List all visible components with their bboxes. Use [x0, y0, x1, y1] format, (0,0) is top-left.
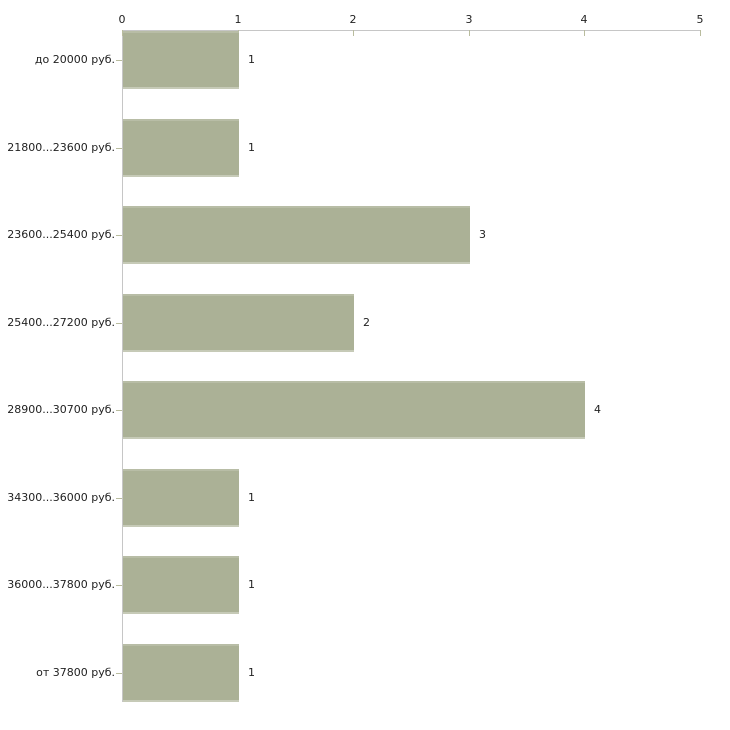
x-axis-tick: [122, 30, 123, 36]
x-axis-tick-label: 2: [349, 13, 357, 26]
y-axis-tick: [116, 60, 122, 61]
value-label: 1: [248, 141, 255, 154]
category-label: от 37800 руб.: [36, 666, 115, 679]
value-label: 1: [248, 53, 255, 66]
category-label: 23600...25400 руб.: [7, 228, 115, 241]
x-axis-tick: [700, 30, 701, 36]
x-axis-tick-label: 3: [465, 13, 473, 26]
category-label: 21800...23600 руб.: [7, 141, 115, 154]
y-axis-tick: [116, 323, 122, 324]
y-axis-tick: [116, 235, 122, 236]
bar: [123, 31, 239, 89]
category-label: 36000...37800 руб.: [7, 578, 115, 591]
value-label: 4: [594, 403, 601, 416]
y-axis-tick: [116, 410, 122, 411]
y-axis-tick: [116, 148, 122, 149]
x-axis-tick-label: 5: [696, 13, 704, 26]
y-axis-line: [122, 30, 123, 702]
x-axis-line: [122, 30, 701, 31]
value-label: 1: [248, 666, 255, 679]
x-axis-tick: [584, 30, 585, 36]
category-label: до 20000 руб.: [34, 53, 115, 66]
x-axis-tick-label: 4: [580, 13, 588, 26]
y-axis-tick: [116, 673, 122, 674]
bar: [123, 381, 585, 439]
y-axis-tick: [116, 498, 122, 499]
x-axis-tick-label: 0: [118, 13, 126, 26]
bar: [123, 644, 239, 702]
category-label: 28900...30700 руб.: [7, 403, 115, 416]
value-label: 2: [363, 316, 370, 329]
bar: [123, 206, 470, 264]
y-axis-tick: [116, 585, 122, 586]
bar: [123, 294, 354, 352]
category-label: 34300...36000 руб.: [7, 491, 115, 504]
value-label: 1: [248, 491, 255, 504]
bar: [123, 469, 239, 527]
x-axis-tick: [353, 30, 354, 36]
value-label: 1: [248, 578, 255, 591]
value-label: 3: [479, 228, 486, 241]
x-axis-tick: [469, 30, 470, 36]
bar: [123, 119, 239, 177]
x-axis-tick-label: 1: [234, 13, 242, 26]
bar: [123, 556, 239, 614]
category-label: 25400...27200 руб.: [7, 316, 115, 329]
